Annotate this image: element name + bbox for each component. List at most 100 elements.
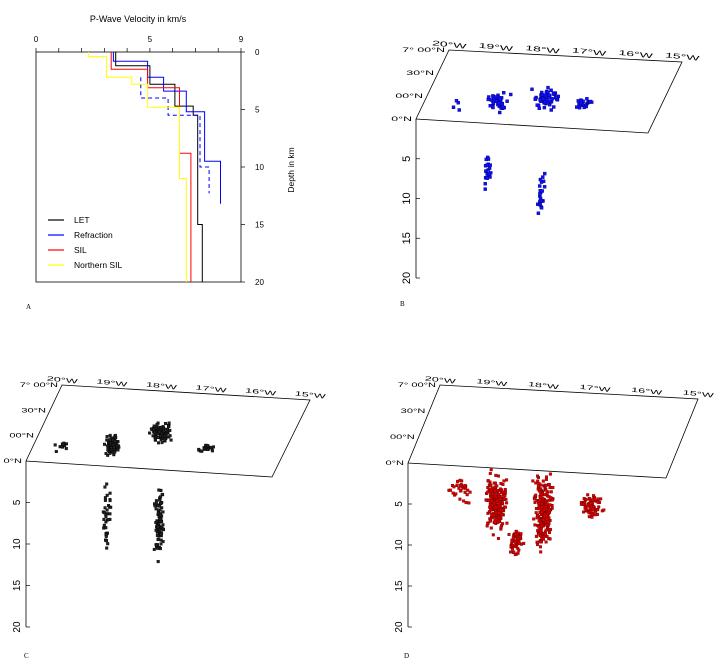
panel-a-x-ticks: 0 5 9 (34, 35, 244, 52)
hypocenter-point (542, 105, 547, 110)
hypocenter-point (103, 498, 107, 502)
hypocenter-point (586, 493, 590, 497)
hypocenter-point (540, 93, 545, 97)
hypocenter-point (544, 523, 548, 527)
hypocenter-point (509, 550, 513, 554)
hypocenter-point (153, 504, 157, 508)
hypocenter-point (457, 108, 461, 112)
hypocenter-point (544, 477, 548, 481)
hypocenter-point (161, 527, 165, 531)
hypocenter-point (593, 513, 597, 517)
hypocenter-point (106, 542, 110, 546)
hypocenter-point (545, 502, 549, 506)
panel-b-letter: B (400, 300, 405, 308)
hypocenter-point (466, 488, 470, 492)
hypocenter-point (535, 516, 539, 520)
hypocenter-point (487, 510, 491, 514)
hypocenter-point (457, 486, 461, 490)
hypocenter-point (168, 428, 172, 432)
hypocenter-point (104, 452, 108, 456)
hypocenter-point (495, 484, 499, 488)
hypocenter-point (498, 110, 502, 115)
hypocenter-point (539, 529, 543, 533)
hypocenter-point (544, 484, 548, 488)
hypocenter-point (104, 539, 108, 543)
hypocenter-point (597, 497, 601, 501)
velocity-series-line (110, 52, 192, 282)
hypocenter-point (109, 448, 113, 452)
lon-label: 17°W (572, 47, 608, 58)
hypocenter-point (499, 487, 503, 491)
hypocenter-point (596, 508, 600, 512)
hypocenter-point (591, 507, 595, 511)
hypocenter-point (534, 493, 538, 497)
hypocenter-point (105, 482, 109, 486)
hypocenter-point (109, 505, 113, 509)
hypocenter-point (491, 105, 495, 110)
hypocenter-point (497, 516, 501, 520)
lon-label: 20°W (432, 40, 468, 51)
velocity-series-line (140, 77, 210, 194)
hypocenter-point (492, 98, 496, 103)
hypocenter-point (488, 519, 492, 523)
hypocenter-point (505, 478, 509, 482)
hypocenter-point (582, 510, 586, 514)
hypocenter-point (590, 515, 594, 519)
hypocenter-point (153, 438, 157, 442)
hypocenter-point (497, 97, 502, 101)
hypocenter-point (536, 211, 541, 215)
hypocenter-point (551, 486, 555, 490)
hypocenter-point (546, 85, 550, 90)
hypocenter-point (102, 442, 106, 446)
hypocenter-point (489, 468, 493, 472)
hypocenter-point (161, 510, 165, 514)
hypocenter-point (537, 106, 541, 111)
hypocenter-point (544, 97, 549, 102)
hypocenter-point (154, 543, 158, 547)
hypocenter-point (103, 485, 107, 489)
hypocenter-point (502, 479, 506, 483)
depth-tick-label: 10 (394, 539, 405, 551)
hypocenter-point (502, 90, 506, 95)
hypocenter-point (536, 532, 540, 536)
hypocenter-point (211, 445, 215, 449)
hypocenter-point (492, 501, 496, 505)
hypocenter-point (541, 479, 545, 483)
hypocenter-point (462, 499, 466, 503)
hypocenter-point (505, 99, 509, 103)
hypocenter-point (545, 514, 549, 518)
hypocenter-point (488, 492, 492, 496)
lon-label: 20°W (424, 375, 456, 385)
legend-entry: Northern SIL (74, 260, 122, 270)
lon-label: 20°W (46, 375, 78, 385)
y-tick-label: 15 (255, 221, 264, 230)
hypocenter-point (158, 513, 162, 517)
lon-label: 19°W (96, 378, 128, 388)
hypocenter-point (547, 536, 551, 540)
hypocenter-point (539, 540, 543, 544)
hypocenter-point (155, 502, 159, 506)
velocity-series-line (112, 52, 221, 204)
hypocenter-point (155, 423, 159, 427)
hypocenter-point (589, 501, 593, 505)
hypocenter-point (206, 444, 210, 448)
hypocenter-point (543, 532, 547, 536)
lat-label: 0°N (3, 458, 22, 465)
hypocenter-point (591, 498, 595, 502)
lon-label: 19°W (476, 378, 508, 388)
hypocenter-point (54, 450, 58, 454)
hypocenter-point (489, 526, 493, 530)
hypocenter-point (454, 98, 459, 103)
y-tick-label: 20 (255, 278, 264, 287)
hypocenter-point (102, 517, 106, 521)
panel-c-letter: C (24, 652, 29, 660)
hypocenter-point (458, 478, 462, 482)
hypocenter-point (488, 505, 492, 509)
hypocenter-point (549, 108, 553, 112)
hypocenter-point (160, 441, 164, 445)
hypocenter-point (597, 505, 601, 509)
hypocenter-point (538, 198, 543, 203)
hypocenter-point (493, 95, 498, 99)
hypocenter-point (452, 485, 456, 489)
hypocenter-point (486, 521, 490, 525)
